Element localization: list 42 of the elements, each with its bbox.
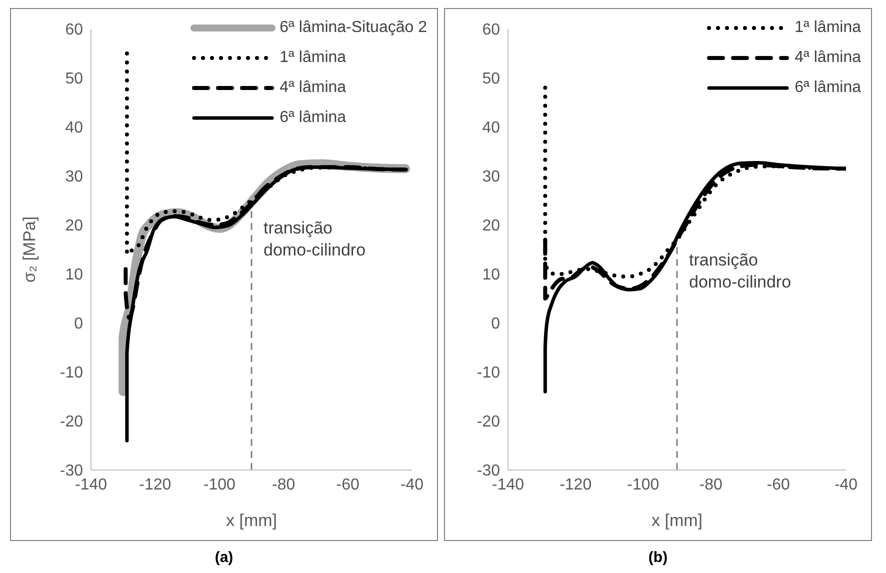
x-tick-label: -40: [400, 476, 424, 494]
x-tick-label: -80: [699, 476, 722, 494]
y-tick-label: 10: [482, 266, 500, 284]
y-tick-label: -20: [476, 414, 500, 431]
legend-label: 6ª lâmina: [280, 109, 346, 127]
legend-label: 6ª lâmina: [794, 79, 861, 97]
y-tick-label: -10: [60, 364, 84, 382]
text: (b): [647, 549, 669, 566]
y-tick-label: 60: [482, 22, 500, 39]
legend-label: 4ª lâmina: [794, 49, 861, 67]
y-tick-label: 40: [65, 120, 84, 137]
legend-label: 6ª lâmina-Situação 2: [280, 19, 427, 37]
y-tick-label: 60: [65, 22, 84, 39]
y-tick-label: -20: [60, 414, 84, 431]
y-tick-label: -10: [476, 364, 500, 382]
y-tick-label: 0: [74, 316, 84, 333]
y-tick-label: 20: [482, 218, 500, 235]
y-tick-label: 0: [491, 316, 500, 333]
x-tick-label: -100: [203, 476, 236, 494]
x-tick-label: -60: [766, 476, 790, 494]
x-tick-label: -40: [834, 476, 858, 494]
x-axis-title: x [mm]: [652, 511, 702, 530]
x-tick-label: -60: [336, 476, 360, 494]
y-tick-label: 30: [65, 168, 84, 186]
text: (a): [214, 549, 234, 566]
y-tick-label: 50: [65, 70, 84, 88]
x-tick-label: -120: [560, 476, 592, 494]
legend-label: 4ª lâmina: [280, 79, 346, 97]
y-tick-label: 10: [65, 266, 84, 284]
x-tick-label: -100: [627, 476, 660, 494]
y-axis-title: σ₂ [MPa]: [20, 216, 40, 283]
y-tick-label: 30: [482, 168, 500, 186]
ref-line-label: transição domo-cilindro: [264, 218, 366, 260]
y-tick-label: 40: [482, 120, 500, 137]
legend-label: 1ª lâmina: [794, 19, 861, 37]
ref-line-label: transição domo-cilindro: [689, 250, 792, 292]
y-tick-label: 20: [65, 218, 84, 235]
y-tick-label: 50: [482, 70, 500, 88]
x-axis-title: x [mm]: [226, 511, 277, 530]
x-tick-label: -80: [272, 476, 296, 494]
x-tick-label: -120: [139, 476, 172, 494]
legend-label: 1ª lâmina: [280, 49, 346, 67]
